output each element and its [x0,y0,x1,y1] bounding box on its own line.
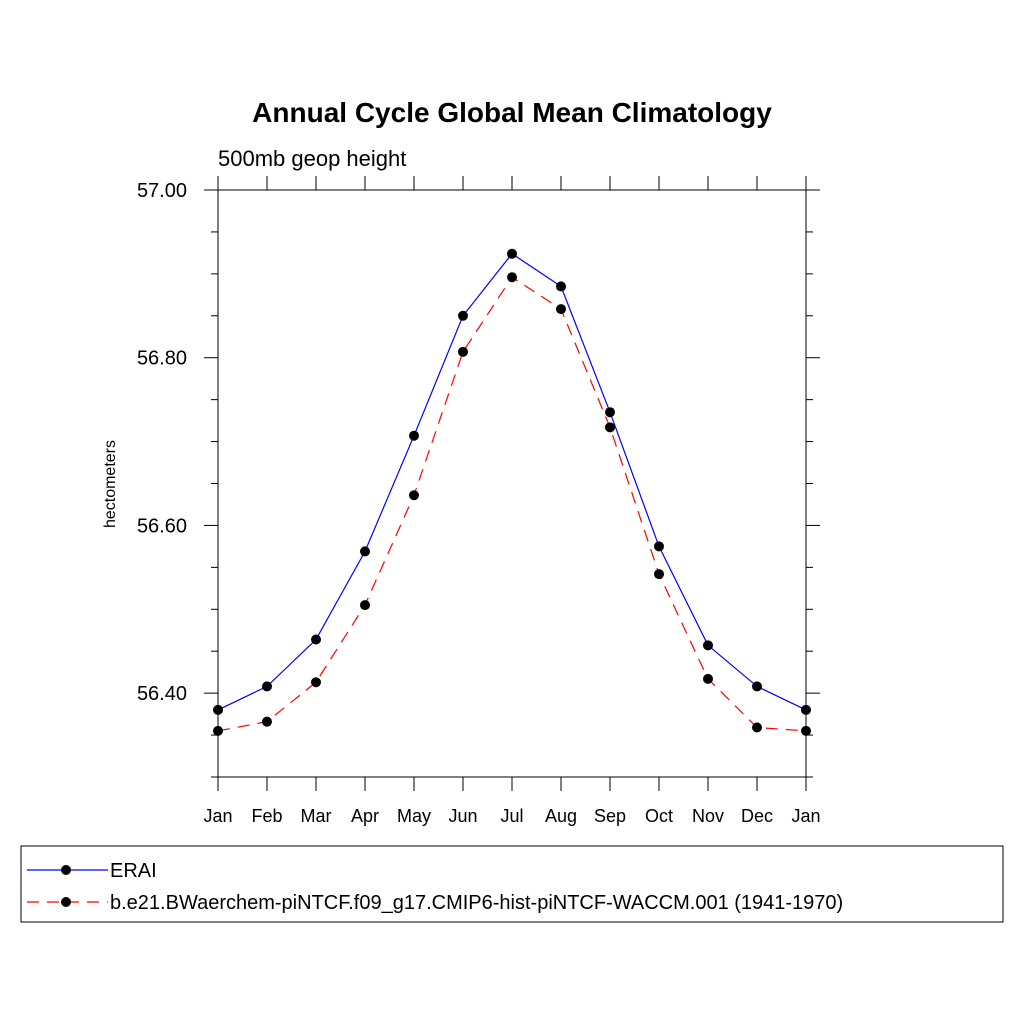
x-tick-label: Apr [351,806,379,826]
data-point-series-0 [409,430,419,441]
chart-title: Annual Cycle Global Mean Climatology [252,97,772,128]
y-tick-label: 57.00 [137,180,187,202]
data-point-series-0 [360,546,370,557]
data-point-series-0 [703,640,713,651]
x-tick-label: Jan [203,806,232,826]
x-tick-label: Sep [594,806,626,826]
legend-marker-1 [61,897,71,907]
data-point-series-1 [801,725,811,736]
data-point-series-0 [507,248,517,259]
data-point-series-0 [458,310,468,321]
data-point-series-1 [556,304,566,315]
x-tick-label: Jul [500,806,523,826]
x-tick-label: Mar [301,806,332,826]
y-tick-label: 56.80 [137,348,187,370]
data-point-series-0 [752,681,762,692]
x-tick-label: Feb [251,806,282,826]
data-point-series-1 [507,272,517,283]
data-point-series-1 [409,490,419,501]
data-point-series-0 [654,541,664,552]
x-tick-label: Jun [448,806,477,826]
data-point-series-1 [262,716,272,727]
data-point-series-1 [703,673,713,684]
chart-subtitle: 500mb geop height [218,146,406,171]
data-point-series-1 [752,722,762,733]
data-point-series-0 [311,634,321,645]
data-point-series-1 [654,569,664,580]
legend-marker-0 [61,865,71,875]
data-point-series-1 [458,346,468,357]
data-point-series-1 [213,725,223,736]
data-point-series-0 [213,704,223,715]
series-line-0 [217,252,807,711]
x-tick-label: May [397,806,431,826]
y-tick-label: 56.40 [137,683,187,705]
plot-area: 57.00 56.80 56.60 56.40 Jan Feb Mar Apr May Jun Ju… [137,176,821,826]
x-tick-label: Jan [791,806,820,826]
x-tick-label: Aug [545,806,577,826]
x-tick-label: Nov [692,806,724,826]
legend-label-1: b.e21.BWaerchem-piNTCF.f09_g17.CMIP6-his… [110,892,843,914]
data-point-series-0 [262,681,272,692]
data-point-series-0 [605,407,615,418]
data-point-series-0 [556,281,566,292]
legend: ERAI b.e21.BWaerchem-piNTCF.f09_g17.CMIP6… [20,845,1004,923]
data-point-series-1 [311,677,321,688]
data-point-series-1 [360,600,370,611]
data-point-series-1 [605,422,615,433]
y-tick-label: 56.60 [137,515,187,537]
series-line-1 [217,276,807,732]
legend-box [20,845,1004,923]
x-tick-label: Dec [741,806,773,826]
legend-label-0: ERAI [110,860,157,882]
x-tick-label: Oct [645,806,673,826]
y-axis-label: hectometers [102,440,119,528]
data-point-series-0 [801,704,811,715]
